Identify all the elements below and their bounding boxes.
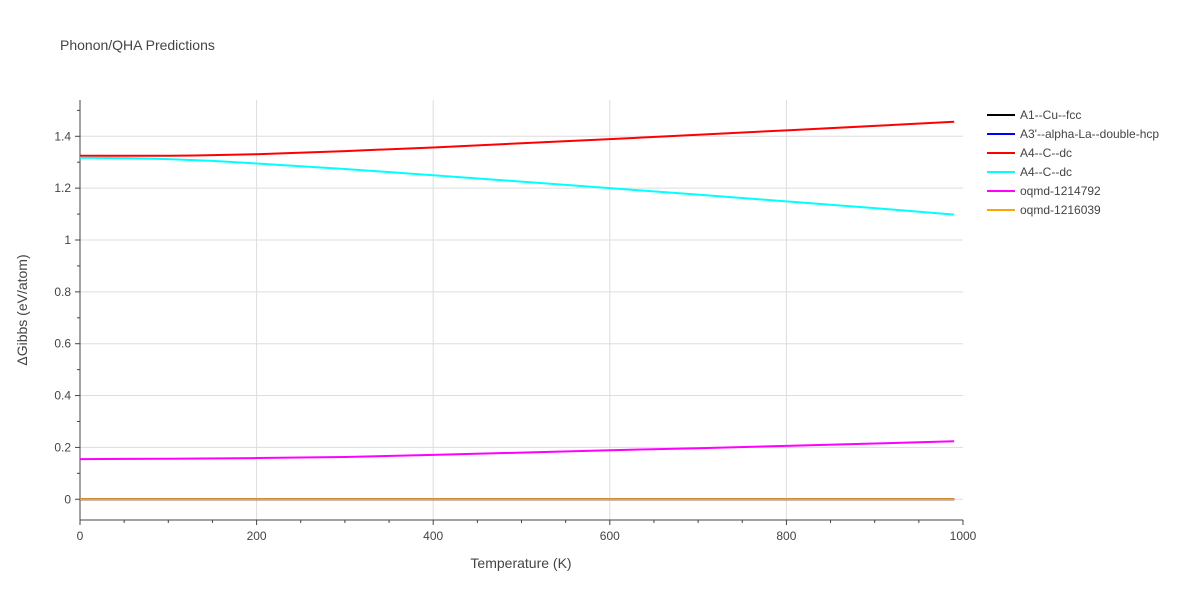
legend-item-label[interactable]: A4--C--dc — [1020, 165, 1072, 179]
legend-item-label[interactable]: A4--C--dc — [1020, 146, 1072, 160]
series-line-oqmd-1214792[interactable] — [79, 440, 955, 461]
y-tick-label: 1.2 — [54, 181, 71, 195]
x-tick-label: 800 — [776, 529, 796, 543]
plot-area[interactable] — [79, 120, 955, 501]
y-tick-label: 0.6 — [54, 337, 71, 351]
x-tick-label: 0 — [77, 529, 84, 543]
chart-title: Phonon/QHA Predictions — [60, 37, 215, 53]
series-line-a4-c-dc[interactable] — [79, 156, 955, 216]
y-tick-label: 0.8 — [54, 285, 71, 299]
series-line-a4-c-dc[interactable] — [80, 120, 955, 157]
y-tick-label: 0 — [64, 492, 71, 506]
axes: 0 200 400 600 800 1000 0 0.2 0.4 0.6 0.8 1 1.2 1.4 — [54, 100, 977, 543]
x-tick-label: 600 — [600, 529, 620, 543]
legend: A1--Cu--fcc A3'--alpha-La--double-hcp A4--… — [987, 108, 1159, 217]
x-tick-label: 1000 — [950, 529, 977, 543]
y-tick-label: 0.4 — [54, 389, 71, 403]
legend-item-label[interactable]: oqmd-1216039 — [1020, 203, 1101, 217]
legend-item-label[interactable]: A3'--alpha-La--double-hcp — [1020, 127, 1159, 141]
y-axis-title: ΔGibbs (eV/atom) — [14, 254, 30, 365]
x-tick-label: 400 — [423, 529, 443, 543]
x-tick-label: 200 — [247, 529, 267, 543]
y-tick-label: 1 — [64, 233, 71, 247]
legend-item-label[interactable]: A1--Cu--fcc — [1020, 108, 1081, 122]
legend-item-label[interactable]: oqmd-1214792 — [1020, 184, 1101, 198]
y-tick-label: 1.4 — [54, 129, 71, 143]
x-axis-title: Temperature (K) — [470, 555, 571, 571]
y-tick-label: 0.2 — [54, 440, 71, 454]
grid — [80, 100, 963, 520]
